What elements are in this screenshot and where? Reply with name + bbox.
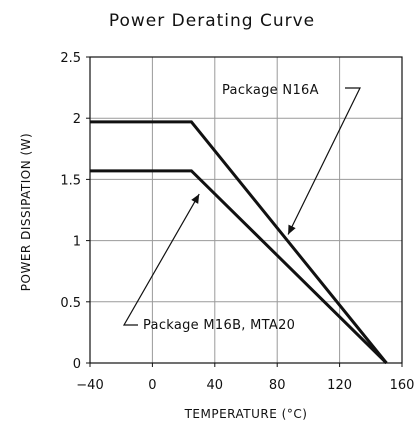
chart-title: Power Derating Curve xyxy=(109,11,315,31)
y-tick-label: 0.5 xyxy=(60,296,81,311)
x-tick-label: 40 xyxy=(207,378,224,393)
x-tick-label: 80 xyxy=(269,378,286,393)
plot-frame xyxy=(89,56,403,364)
series-line-2 xyxy=(90,169,388,365)
x-tick-label: −40 xyxy=(76,378,103,393)
annotation-leader xyxy=(122,193,200,326)
y-tick-label: 1.5 xyxy=(60,173,81,188)
annotations: Package N16A Package M16B, MTA20 xyxy=(122,83,361,333)
x-tick-label: 160 xyxy=(390,378,415,393)
series-lines xyxy=(90,120,388,365)
y-tick-label: 1 xyxy=(73,235,81,250)
x-tick-label: 0 xyxy=(148,378,156,393)
series-line-1 xyxy=(90,120,388,364)
x-axis-label: TEMPERATURE (°C) xyxy=(184,407,308,421)
y-axis-label: POWER DISSIPATION (W) xyxy=(19,133,33,291)
y-tick-label: 2 xyxy=(73,112,81,127)
y-tick-label: 2.5 xyxy=(60,51,81,66)
annotation-leader xyxy=(287,87,361,235)
annotation-label: Package M16B, MTA20 xyxy=(143,318,295,333)
x-tick-label: 120 xyxy=(327,378,352,393)
y-tick-label: 0 xyxy=(73,357,81,372)
annotation-arrowhead xyxy=(288,224,296,235)
x-axis: −40 0 40 80 120 160 xyxy=(76,363,414,393)
y-axis: 0 0.5 1 1.5 2 2.5 xyxy=(60,51,90,372)
annotation-arrowhead xyxy=(191,194,200,204)
annotation-label: Package N16A xyxy=(222,83,319,98)
